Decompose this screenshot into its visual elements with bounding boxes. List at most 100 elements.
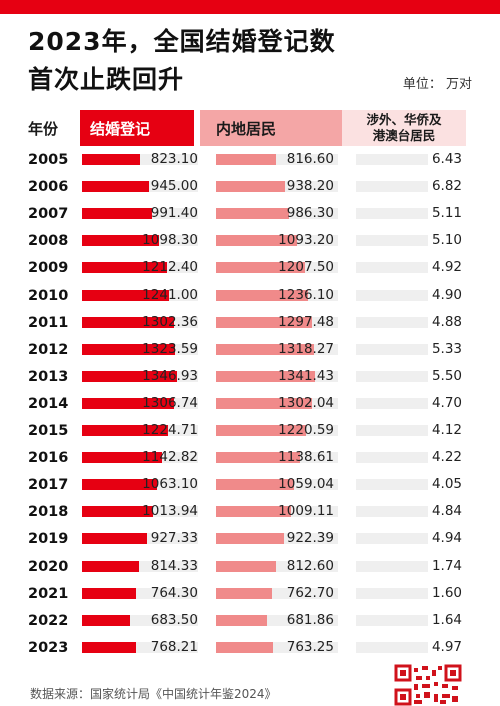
marriage-bar-track	[82, 397, 198, 409]
foreign-value: 5.50	[431, 367, 462, 384]
year-label: 2015	[28, 423, 69, 439]
mainland-bar	[216, 370, 316, 382]
foreign-bar-track	[356, 397, 428, 409]
marriage-value: 1323.59	[142, 340, 198, 357]
foreign-bar-track	[356, 343, 428, 355]
column-header-foreign-line2: 港澳台居民	[372, 128, 436, 143]
foreign-bar-track	[356, 560, 428, 572]
marriage-bar-track	[82, 154, 198, 165]
marriage-bar	[82, 506, 154, 518]
marriage-bar-track	[82, 370, 198, 382]
table-row: 2006 945.00 938.20 6.82	[0, 175, 500, 202]
marriage-bar-track	[82, 506, 198, 518]
mainland-bar	[216, 397, 313, 409]
mainland-bar-track	[216, 479, 338, 491]
mainland-bar-track	[216, 181, 338, 193]
mainland-bar	[216, 479, 295, 491]
mainland-bar	[216, 289, 308, 301]
table-row: 2023 768.21 763.25 4.97	[0, 636, 500, 663]
marriage-bar-track	[82, 316, 198, 328]
mainland-value: 812.60	[286, 557, 334, 574]
table-row: 2019 927.33 922.39 4.94	[0, 527, 500, 554]
mainland-bar-track	[216, 235, 338, 247]
mainland-bar	[216, 452, 301, 464]
marriage-bar-track	[82, 425, 198, 436]
column-header-foreign: 涉外、华侨及 港澳台居民	[342, 110, 466, 146]
page-subtitle: 首次止跌回升	[28, 65, 185, 94]
year-label: 2008	[28, 233, 69, 250]
foreign-value: 4.90	[431, 286, 462, 303]
marriage-value: 764.30	[150, 584, 198, 601]
year-label: 2007	[28, 206, 69, 223]
year-label: 2019	[28, 531, 69, 548]
foreign-bar-track	[356, 506, 428, 518]
foreign-value: 4.84	[431, 503, 462, 520]
marriage-value: 1063.10	[142, 476, 198, 493]
year-label: 2011	[28, 314, 69, 331]
marriage-value: 814.33	[150, 557, 198, 574]
mainland-bar	[216, 154, 277, 165]
foreign-bar-track	[356, 154, 428, 165]
marriage-value: 1306.74	[142, 394, 198, 411]
table-row: 2012 1323.59 1318.27 5.33	[0, 338, 500, 365]
table-row: 2013 1346.93 1341.43 5.50	[0, 365, 500, 392]
foreign-value: 5.33	[431, 340, 462, 357]
mainland-value: 762.70	[286, 584, 334, 601]
mainland-value: 986.30	[286, 205, 334, 222]
mainland-bar	[216, 614, 267, 626]
marriage-value: 1224.71	[142, 422, 198, 438]
marriage-bar	[82, 370, 177, 382]
marriage-bar-track	[82, 533, 198, 545]
qr-code-icon	[394, 664, 462, 706]
marriage-bar	[82, 479, 157, 491]
column-header-foreign-line1: 涉外、华侨及	[366, 112, 442, 127]
table-row: 2022 683.50 681.86 1.64	[0, 609, 500, 636]
marriage-value: 991.40	[150, 205, 198, 222]
mainland-bar-track	[216, 425, 338, 436]
mainland-bar	[216, 425, 307, 436]
foreign-value: 1.74	[431, 557, 462, 574]
year-label: 2023	[28, 639, 69, 656]
marriage-value: 927.33	[150, 530, 198, 547]
foreign-value: 4.05	[431, 476, 462, 493]
marriage-value: 1346.93	[142, 367, 198, 384]
mainland-bar-track	[216, 587, 338, 599]
marriage-bar-track	[82, 208, 198, 220]
mainland-bar	[216, 587, 273, 599]
mainland-value: 1297.48	[278, 313, 334, 330]
marriage-bar	[82, 316, 174, 328]
marriage-bar	[82, 235, 160, 247]
foreign-value: 4.88	[431, 313, 462, 330]
year-label: 2005	[28, 152, 69, 168]
year-label: 2006	[28, 179, 69, 196]
source-note: 数据来源：国家统计局《中国统计年鉴2024》	[30, 687, 277, 701]
marriage-value: 1212.40	[142, 259, 198, 276]
foreign-value: 4.22	[431, 449, 462, 466]
foreign-bar-track	[356, 533, 428, 545]
mainland-bar-track	[216, 370, 338, 382]
foreign-bar-track	[356, 614, 428, 626]
table-row: 2015 1224.71 1220.59 4.12	[0, 419, 500, 446]
foreign-bar-track	[356, 479, 428, 491]
foreign-bar-track	[356, 641, 428, 653]
marriage-bar-track	[82, 343, 198, 355]
marriage-bar-track	[82, 262, 198, 274]
year-label: 2018	[28, 504, 69, 521]
marriage-value: 768.21	[150, 638, 198, 655]
foreign-value: 4.92	[431, 259, 462, 276]
marriage-bar	[82, 614, 131, 626]
foreign-bar-track	[356, 425, 428, 436]
table-row: 2007 991.40 986.30 5.11	[0, 202, 500, 229]
foreign-bar-track	[356, 289, 428, 301]
table-row: 2008 1098.30 1093.20 5.10	[0, 229, 500, 256]
table-row: 2017 1063.10 1059.04 4.05	[0, 473, 500, 500]
foreign-bar-track	[356, 181, 428, 193]
foreign-value: 1.60	[431, 584, 462, 601]
mainland-bar-track	[216, 560, 338, 572]
mainland-bar-track	[216, 452, 338, 464]
foreign-value: 6.82	[431, 178, 462, 195]
foreign-bar-track	[356, 316, 428, 328]
marriage-bar-track	[82, 560, 198, 572]
mainland-value: 1236.10	[278, 286, 334, 303]
marriage-bar	[82, 452, 163, 464]
